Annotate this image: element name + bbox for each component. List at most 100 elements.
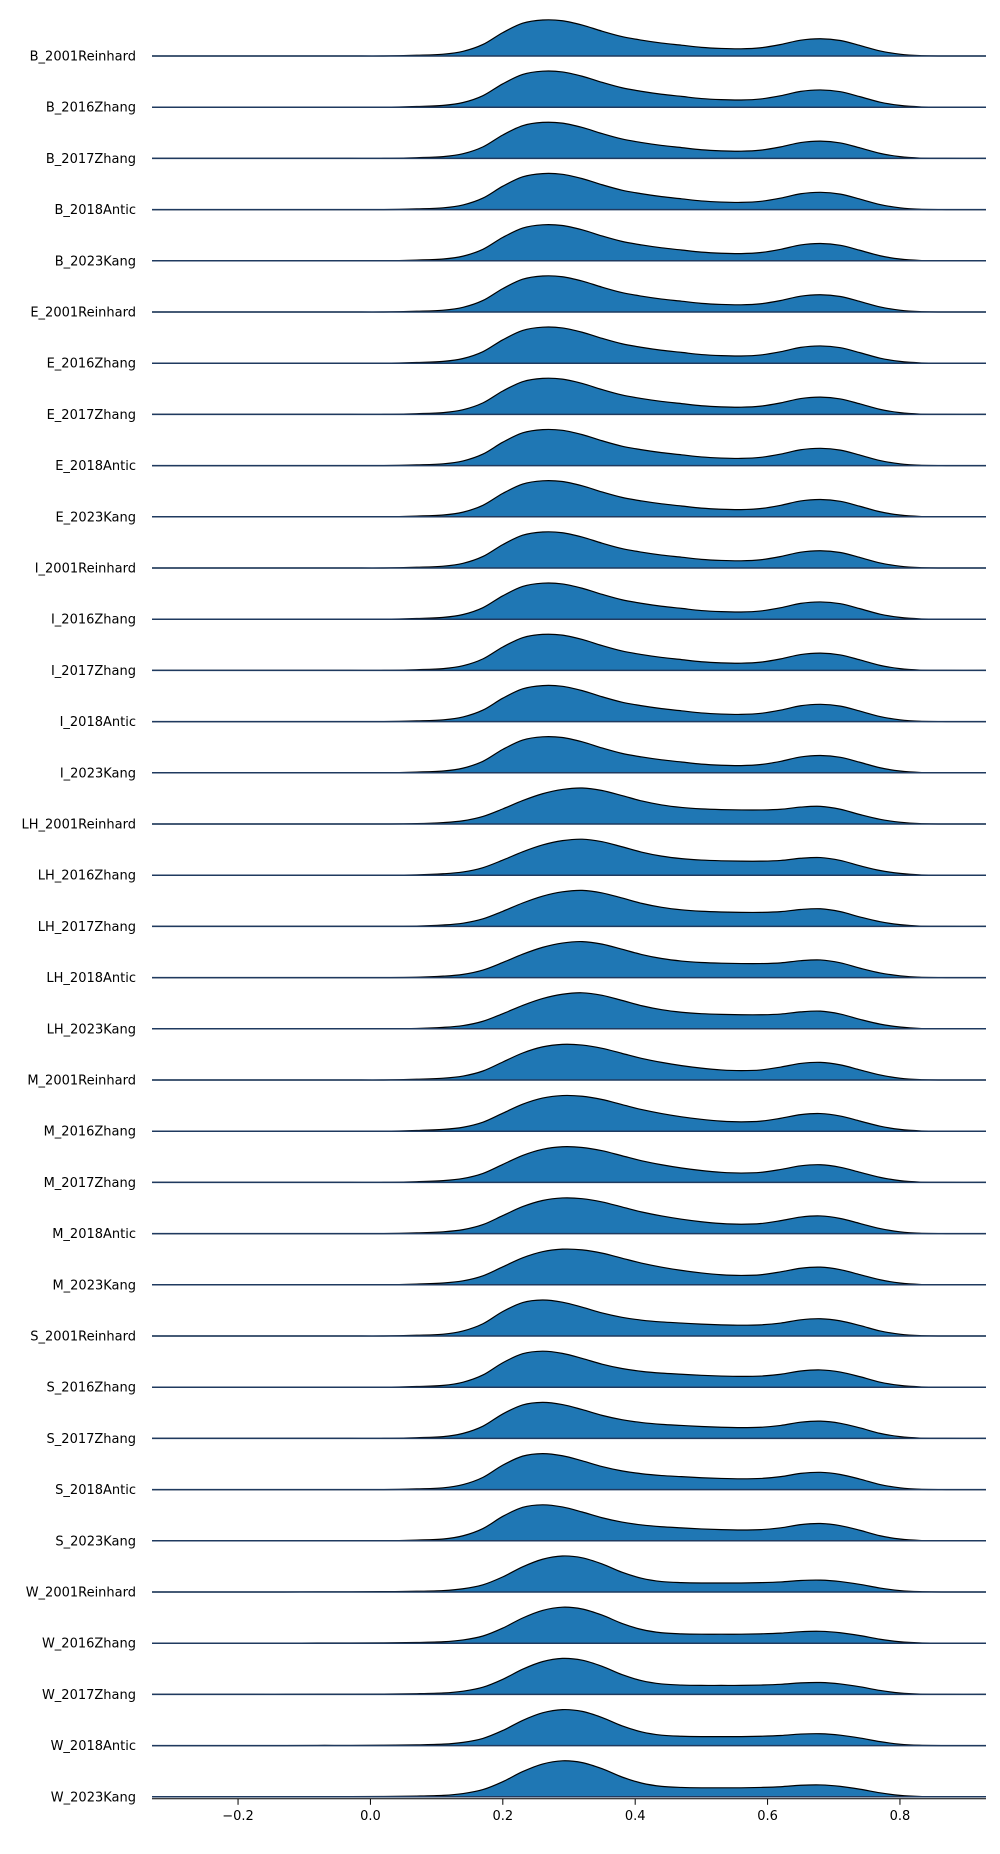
ridge-label: LH_2017Zhang bbox=[38, 920, 136, 935]
ridge-label: I_2017Zhang bbox=[51, 664, 136, 679]
ridge-fill bbox=[152, 1299, 986, 1337]
ridge-W_2001Reinhard: W_2001Reinhard bbox=[26, 1555, 987, 1601]
ridge-I_2018Antic: I_2018Antic bbox=[60, 684, 987, 730]
ridge-fill bbox=[152, 1146, 986, 1183]
ridge-label: B_2017Zhang bbox=[46, 152, 136, 167]
ridge-fill bbox=[152, 1555, 986, 1593]
ridge-B_2001Reinhard: B_2001Reinhard bbox=[30, 19, 987, 65]
ridge-I_2023Kang: I_2023Kang bbox=[60, 736, 987, 781]
ridge-fill bbox=[152, 224, 986, 261]
ridge-fill bbox=[152, 583, 986, 620]
x-tick-label: 0.0 bbox=[360, 1809, 381, 1824]
ridge-LH_2017Zhang: LH_2017Zhang bbox=[38, 889, 987, 935]
ridge-fill bbox=[152, 19, 986, 57]
ridge-fill bbox=[152, 1249, 986, 1285]
ridge-B_2017Zhang: B_2017Zhang bbox=[46, 121, 987, 167]
ridge-label: LH_2001Reinhard bbox=[22, 818, 136, 833]
ridge-E_2016Zhang: E_2016Zhang bbox=[47, 326, 987, 372]
ridge-I_2017Zhang: I_2017Zhang bbox=[51, 633, 987, 679]
ridge-LH_2018Antic: LH_2018Antic bbox=[46, 940, 987, 986]
ridge-LH_2016Zhang: LH_2016Zhang bbox=[38, 838, 987, 884]
ridge-I_2001Reinhard: I_2001Reinhard bbox=[35, 531, 987, 577]
ridge-B_2023Kang: B_2023Kang bbox=[55, 224, 987, 269]
ridge-fill bbox=[152, 634, 986, 671]
ridge-fill bbox=[152, 1607, 986, 1644]
ridge-label: B_2001Reinhard bbox=[30, 50, 136, 65]
ridge-label: W_2017Zhang bbox=[42, 1688, 136, 1703]
ridge-label: I_2018Antic bbox=[60, 715, 136, 730]
ridge-label: I_2023Kang bbox=[60, 766, 136, 781]
ridge-label: S_2023Kang bbox=[55, 1534, 136, 1549]
ridge-label: M_2001Reinhard bbox=[27, 1074, 136, 1089]
ridge-fill bbox=[152, 122, 986, 159]
ridge-fill bbox=[152, 378, 986, 415]
x-tick-label: 0.6 bbox=[757, 1809, 778, 1824]
ridge-label: E_2018Antic bbox=[55, 459, 136, 474]
ridge-label: W_2023Kang bbox=[51, 1790, 136, 1805]
ridge-label: W_2001Reinhard bbox=[26, 1586, 136, 1601]
ridge-label: I_2001Reinhard bbox=[35, 562, 136, 577]
ridge-fill bbox=[152, 736, 986, 773]
ridge-M_2017Zhang: M_2017Zhang bbox=[44, 1146, 987, 1191]
ridge-label: E_2017Zhang bbox=[47, 408, 136, 423]
ridge-M_2018Antic: M_2018Antic bbox=[52, 1197, 987, 1242]
x-tick-label: −0.2 bbox=[222, 1809, 254, 1824]
ridge-fill bbox=[152, 1402, 986, 1439]
ridge-fill bbox=[152, 941, 986, 978]
ridge-W_2017Zhang: W_2017Zhang bbox=[42, 1657, 987, 1703]
ridge-label: E_2023Kang bbox=[55, 510, 136, 525]
ridge-fill bbox=[152, 1044, 986, 1081]
ridge-M_2001Reinhard: M_2001Reinhard bbox=[27, 1043, 987, 1089]
ridge-label: W_2018Antic bbox=[51, 1739, 136, 1754]
ridge-E_2018Antic: E_2018Antic bbox=[55, 428, 987, 474]
ridge-LH_2001Reinhard: LH_2001Reinhard bbox=[22, 787, 987, 833]
ridge-fill bbox=[152, 480, 986, 517]
ridge-fill bbox=[152, 1760, 986, 1797]
ridge-fill bbox=[152, 890, 986, 927]
x-tick-label: 0.4 bbox=[625, 1809, 646, 1824]
ridge-fill bbox=[152, 1197, 986, 1234]
ridge-label: M_2016Zhang bbox=[44, 1125, 136, 1140]
ridge-E_2017Zhang: E_2017Zhang bbox=[47, 377, 987, 423]
ridge-label: B_2018Antic bbox=[55, 203, 137, 218]
ridge-fill bbox=[152, 992, 986, 1029]
ridge-fill bbox=[152, 327, 986, 364]
ridge-label: B_2016Zhang bbox=[46, 101, 136, 116]
x-tick-label: 0.2 bbox=[492, 1809, 513, 1824]
ridge-label: S_2016Zhang bbox=[47, 1381, 136, 1396]
ridge-fill bbox=[152, 1453, 986, 1490]
x-tick-label: 0.8 bbox=[890, 1809, 911, 1824]
ridge-LH_2023Kang: LH_2023Kang bbox=[47, 992, 987, 1037]
ridge-label: LH_2018Antic bbox=[46, 971, 136, 986]
ridge-S_2018Antic: S_2018Antic bbox=[55, 1452, 987, 1498]
ridge-M_2023Kang: M_2023Kang bbox=[52, 1248, 987, 1293]
ridge-fill bbox=[152, 173, 986, 210]
ridge-label: M_2017Zhang bbox=[44, 1176, 136, 1191]
ridge-fill bbox=[152, 787, 986, 825]
ridge-label: S_2017Zhang bbox=[47, 1432, 136, 1447]
ridges-group: B_2001Reinhard B_2016Zhang B_2017Zhang B_20… bbox=[22, 19, 987, 1805]
ridge-label: S_2018Antic bbox=[55, 1483, 136, 1498]
ridge-fill bbox=[152, 1504, 986, 1541]
ridge-label: E_2016Zhang bbox=[47, 357, 136, 372]
ridge-fill bbox=[152, 71, 986, 108]
ridge-fill bbox=[152, 685, 986, 722]
ridge-W_2016Zhang: W_2016Zhang bbox=[42, 1606, 987, 1652]
ridge-S_2023Kang: S_2023Kang bbox=[55, 1504, 987, 1549]
ridge-W_2023Kang: W_2023Kang bbox=[51, 1760, 987, 1805]
ridge-label: LH_2023Kang bbox=[47, 1022, 136, 1037]
ridge-fill bbox=[152, 1095, 986, 1132]
ridge-label: B_2023Kang bbox=[55, 254, 136, 269]
ridge-S_2016Zhang: S_2016Zhang bbox=[47, 1350, 987, 1396]
ridge-B_2016Zhang: B_2016Zhang bbox=[46, 70, 987, 116]
x-axis: −0.2 0.0 0.2 0.4 0.6 0.8 bbox=[152, 1798, 986, 1824]
ridge-fill bbox=[152, 429, 986, 466]
ridge-E_2023Kang: E_2023Kang bbox=[55, 480, 987, 525]
ridge-W_2018Antic: W_2018Antic bbox=[51, 1708, 987, 1754]
ridge-label: S_2001Reinhard bbox=[30, 1330, 136, 1345]
ridge-fill bbox=[152, 1709, 986, 1746]
ridge-fill bbox=[152, 1351, 986, 1388]
ridge-label: E_2001Reinhard bbox=[30, 306, 136, 321]
ridge-E_2001Reinhard: E_2001Reinhard bbox=[30, 275, 987, 321]
